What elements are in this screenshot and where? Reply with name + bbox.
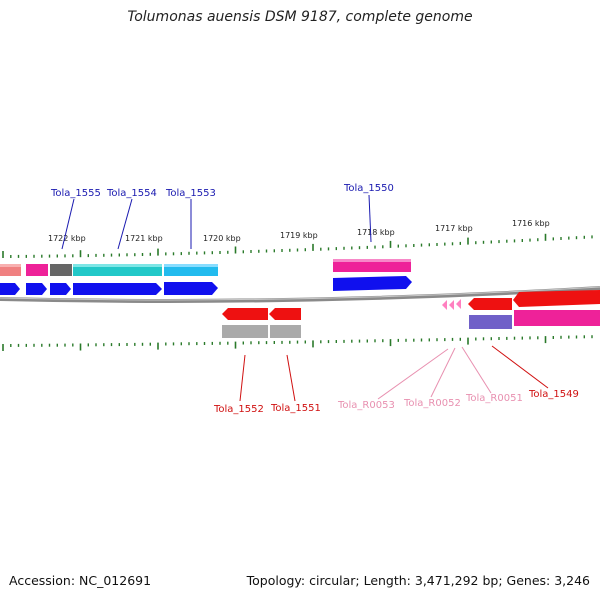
gene-feature-sky-shade	[164, 264, 218, 267]
cds-arrow-rev-1	[269, 308, 301, 320]
leader-R0051	[461, 346, 492, 394]
cds-arrow-rev-0	[222, 308, 268, 320]
leader-1554	[117, 198, 133, 250]
scale-label-1719: 1719 kbp	[280, 231, 318, 240]
gene-feature-cyan-1-shade	[73, 264, 162, 267]
leader-1550	[368, 194, 372, 243]
gene-label-tola-1552: Tola_1552	[213, 404, 264, 415]
cds-arrow-fwd-1	[26, 283, 47, 295]
trna-chevron-2	[456, 299, 461, 309]
cds-arrow-rev-2	[468, 298, 512, 310]
accession-label: Accession: NC_012691	[9, 573, 152, 588]
gene-label-tola-1549: Tola_1549	[528, 389, 579, 400]
gene-feature-purple	[469, 315, 512, 329]
cds-arrow-fwd-2	[50, 283, 71, 295]
scale-label-1717: 1717 kbp	[435, 224, 473, 233]
ticks-inner	[2, 335, 593, 351]
gene-feature-magenta-1550	[333, 259, 411, 272]
scale-label-1720: 1720 kbp	[203, 234, 241, 243]
gene-feature-grey-0	[222, 325, 268, 338]
gene-feature-magenta-2	[514, 310, 600, 326]
gene-label-tola-1550: Tola_1550	[343, 183, 394, 194]
map-title: Tolumonas auensis DSM 9187, complete gen…	[127, 9, 473, 25]
cds-arrow-fwd-5	[333, 276, 412, 291]
gene-label-tola-1553: Tola_1553	[165, 188, 216, 199]
cds-arrow-rev-3	[513, 290, 600, 307]
leader-R0052	[430, 347, 456, 398]
gene-label-tola-r0053: Tola_R0053	[337, 400, 395, 411]
scale-label-1722: 1722 kbp	[48, 234, 86, 243]
topology-summary: Topology: circular; Length: 3,471,292 bp…	[246, 573, 590, 588]
leader-R0053	[377, 348, 449, 400]
gene-feature-magenta-1	[26, 264, 48, 276]
trna-chevron-1	[449, 300, 454, 310]
gene-feature-magenta-1550-shade	[333, 259, 411, 262]
scale-label-1721: 1721 kbp	[125, 234, 163, 243]
leader-1549	[491, 345, 549, 389]
gene-label-tola-r0051: Tola_R0051	[465, 393, 523, 404]
gene-label-tola-1555: Tola_1555	[50, 188, 101, 199]
gene-feature-grey-dark	[50, 264, 72, 276]
gene-label-tola-1551: Tola_1551	[270, 403, 321, 414]
gene-label-tola-r0052: Tola_R0052	[403, 398, 461, 409]
genome-backbone	[0, 286, 600, 303]
cds-arrow-fwd-0	[0, 283, 20, 295]
leader-1551	[286, 354, 296, 402]
cds-arrow-fwd-3	[73, 283, 162, 295]
genome-backbone-highlight	[0, 286, 600, 301]
scale-label-1718: 1718 kbp	[357, 228, 395, 237]
leader-1555	[61, 198, 75, 250]
ticks-outer	[2, 233, 593, 258]
leader-1552	[239, 354, 246, 402]
trna-chevron-0	[442, 300, 447, 310]
gene-label-tola-1554: Tola_1554	[106, 188, 157, 199]
gene-feature-grey-1	[270, 325, 301, 338]
cds-arrow-fwd-4	[164, 282, 218, 295]
gene-feature-salmon-shade	[0, 264, 21, 267]
scale-label-1716: 1716 kbp	[512, 219, 550, 228]
